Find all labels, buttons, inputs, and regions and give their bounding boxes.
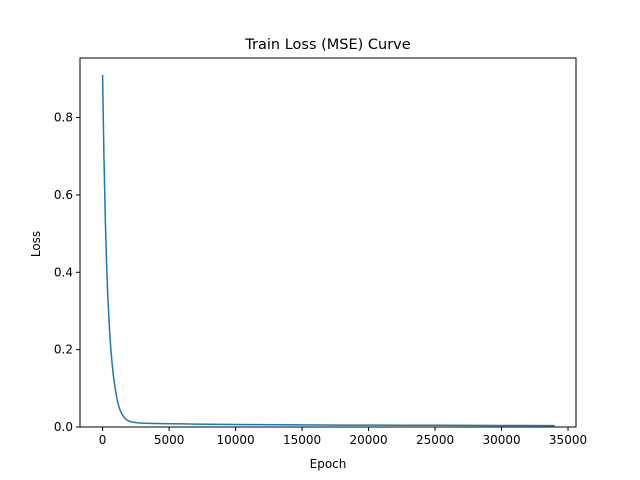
y-tick-label: 0.6 bbox=[54, 188, 73, 202]
y-tick-label: 0.4 bbox=[54, 265, 73, 279]
x-tick-label: 25000 bbox=[416, 433, 454, 447]
x-tick-label: 35000 bbox=[549, 433, 587, 447]
x-tick-label: 5000 bbox=[154, 433, 185, 447]
x-tick-label: 30000 bbox=[482, 433, 520, 447]
y-axis-label: Loss bbox=[29, 231, 43, 257]
x-tick-label: 10000 bbox=[216, 433, 254, 447]
x-axis-label: Epoch bbox=[310, 457, 347, 471]
y-axis-ticks: 0.0 0.2 0.4 0.6 0.8 bbox=[54, 111, 80, 434]
chart-title: Train Loss (MSE) Curve bbox=[244, 37, 410, 53]
y-tick-label: 0.8 bbox=[54, 111, 73, 125]
axes-frame bbox=[79, 57, 577, 428]
x-tick-label: 15000 bbox=[283, 433, 321, 447]
loss-series-line bbox=[101, 75, 555, 427]
y-tick-label: 0.2 bbox=[54, 343, 73, 357]
x-tick-label: 20000 bbox=[349, 433, 387, 447]
x-tick-label: 0 bbox=[99, 433, 107, 447]
y-tick-label: 0.0 bbox=[54, 420, 73, 434]
plot-area bbox=[101, 75, 555, 427]
x-axis-ticks: 0 5000 10000 15000 20000 25000 30000 35000 bbox=[99, 427, 587, 447]
